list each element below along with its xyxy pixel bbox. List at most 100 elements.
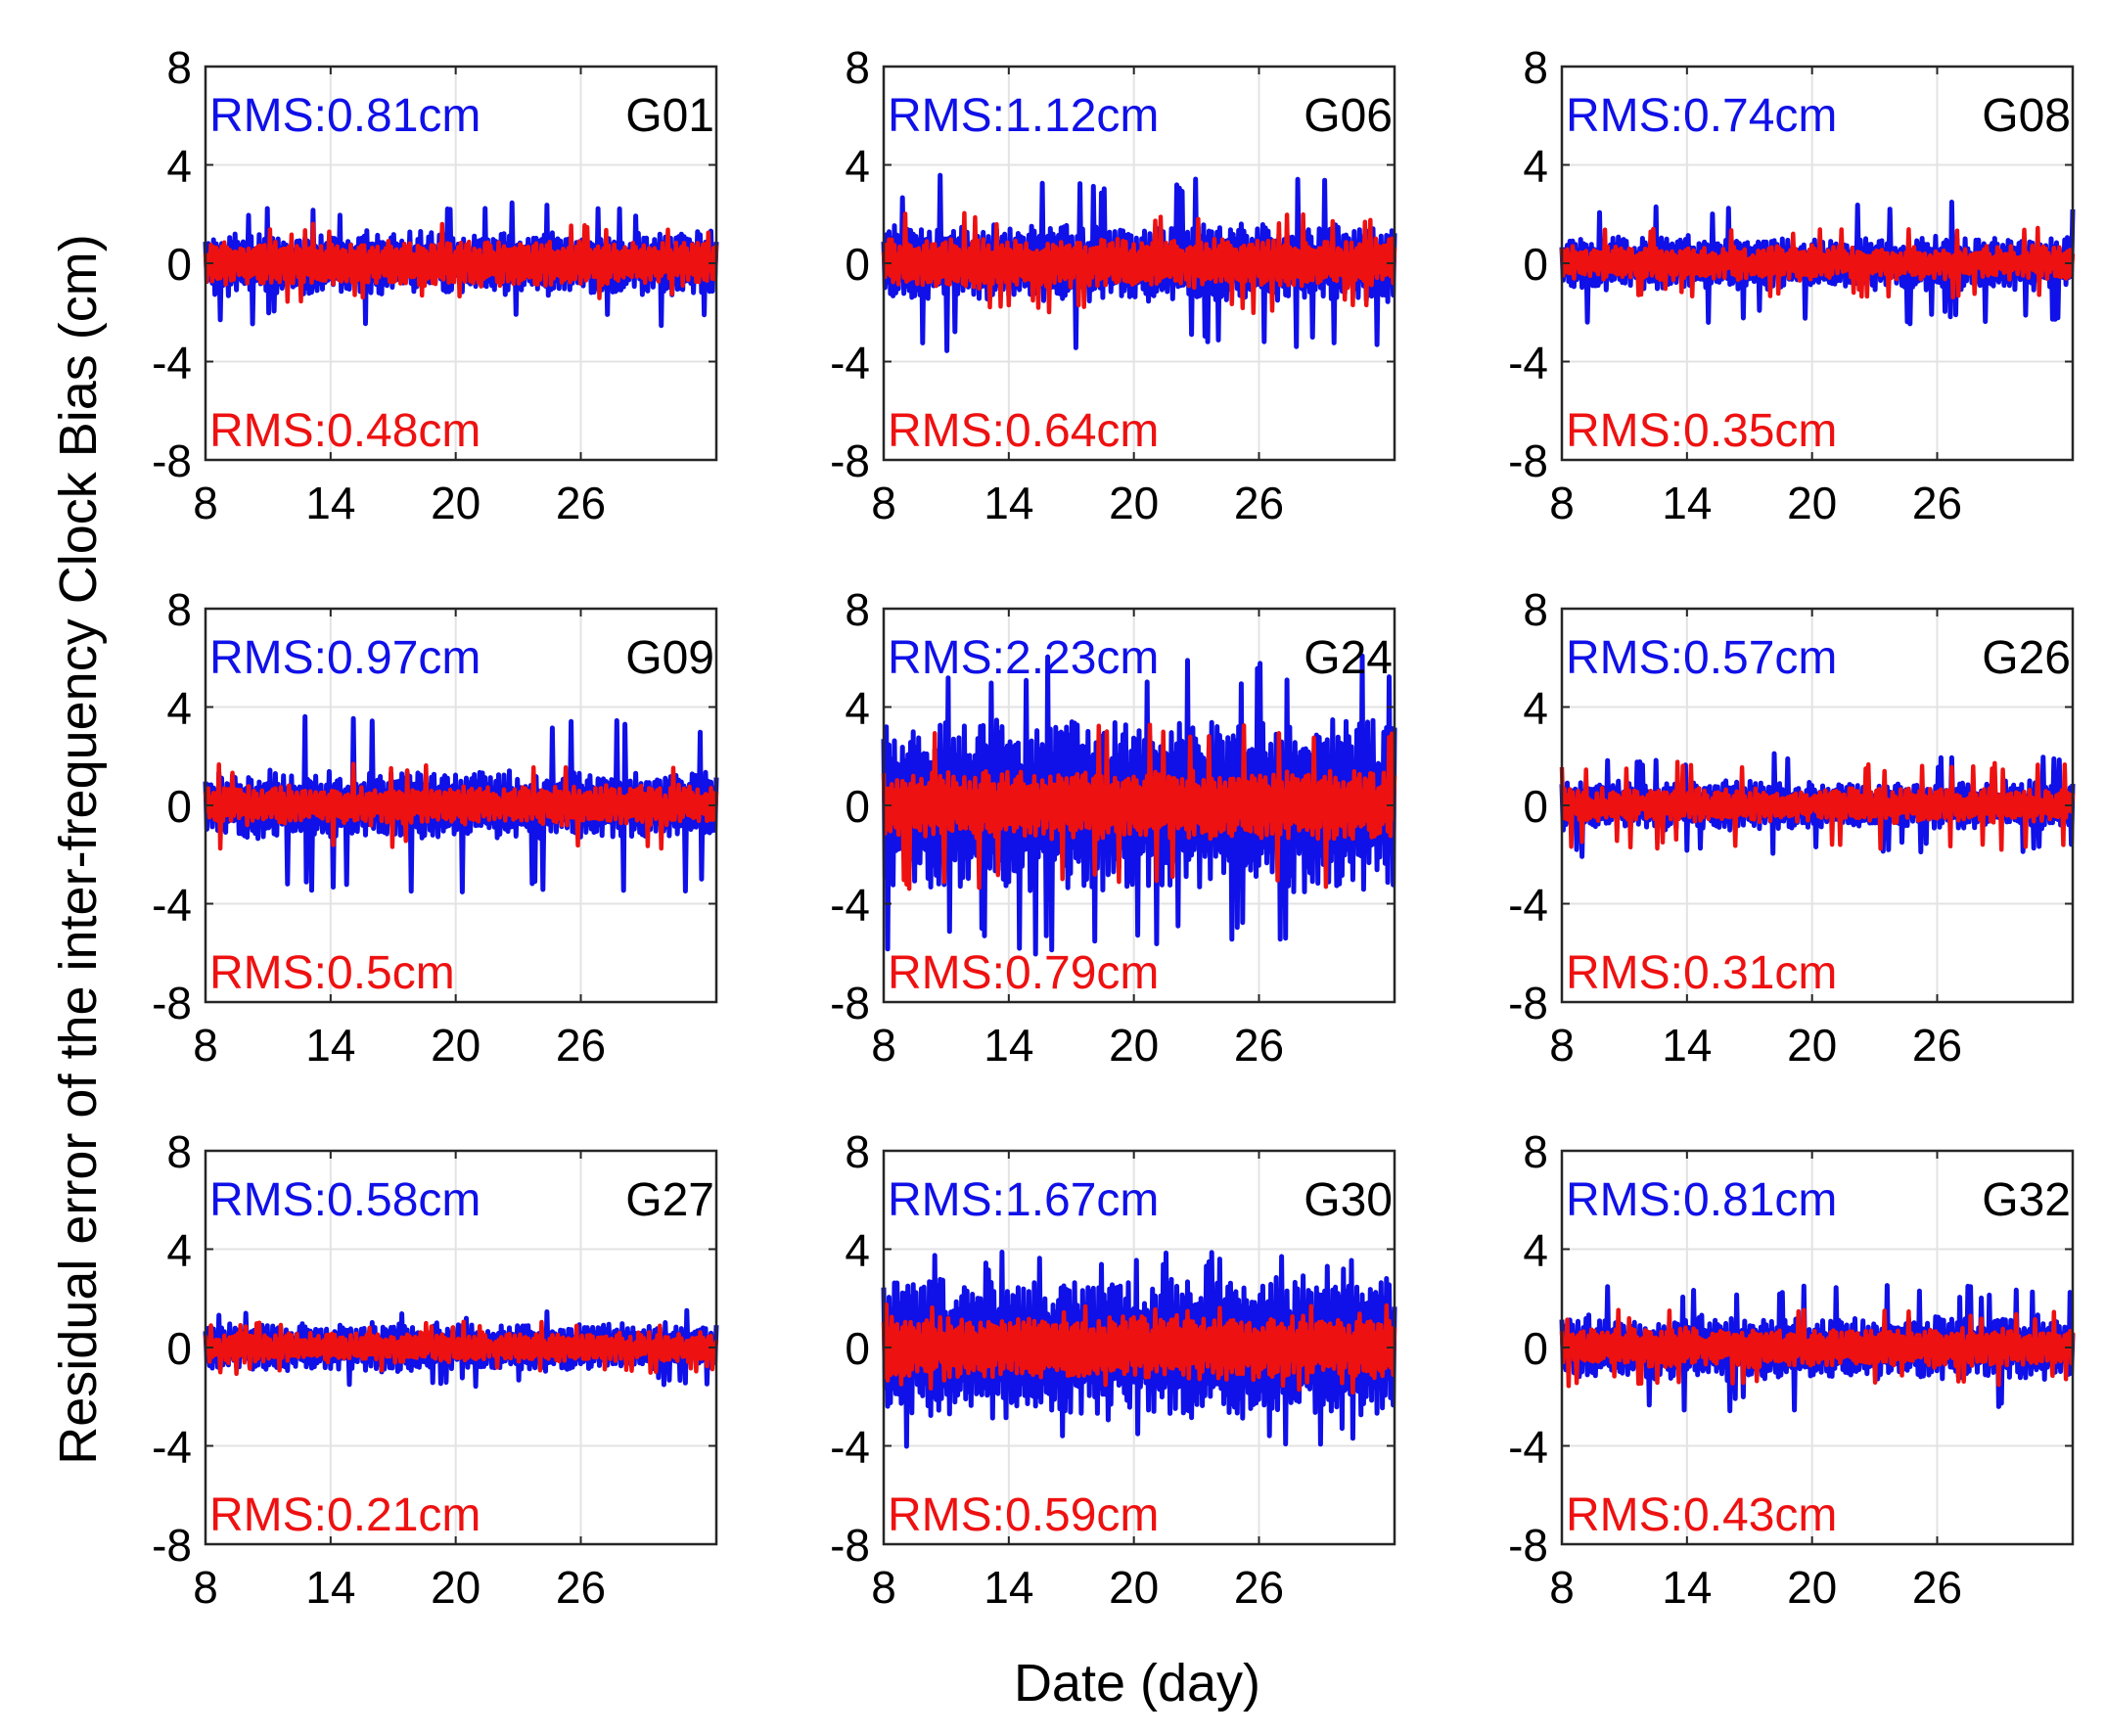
y-tick-label: 4	[845, 141, 870, 192]
x-tick-label: 8	[1549, 478, 1575, 528]
y-tick-label: -8	[830, 1520, 870, 1571]
rms-label-blue: RMS:0.81cm	[1566, 1174, 1837, 1226]
rms-label-blue: RMS:0.74cm	[1566, 90, 1837, 142]
panels: 840-4-88 14 20 26RMS:0.81cmRMS:0.48cmG01840…	[152, 42, 2076, 1613]
y-tick-label: 8	[1523, 1126, 1548, 1177]
y-tick-label: 0	[845, 781, 870, 832]
x-tick-label: 20	[1787, 478, 1837, 528]
x-tick-label: 26	[1912, 1562, 1962, 1613]
rms-label-blue: RMS:1.67cm	[888, 1174, 1159, 1226]
y-tick-label: 0	[845, 1323, 870, 1374]
y-tick-label: 4	[166, 141, 192, 192]
x-tick-label: 8	[871, 478, 896, 528]
y-tick-label: 4	[845, 683, 870, 734]
y-tick-label: -8	[1508, 1520, 1548, 1571]
y-tick-label: -8	[152, 435, 192, 486]
y-tick-label: 4	[845, 1225, 870, 1276]
satellite-label: G01	[625, 90, 714, 142]
y-tick-label: 4	[166, 683, 192, 734]
series-line-after	[203, 761, 719, 851]
x-tick-label: 26	[556, 1020, 606, 1071]
satellite-label: G06	[1304, 90, 1393, 142]
series-line-after	[203, 1319, 719, 1377]
y-tick-label: 8	[166, 42, 192, 93]
x-tick-label: 14	[984, 1562, 1033, 1613]
rms-label-red: RMS:0.5cm	[209, 947, 455, 999]
y-tick-label: -4	[830, 1422, 870, 1473]
y-tick-label: -4	[1508, 880, 1548, 931]
y-tick-label: -8	[152, 978, 192, 1028]
rms-label-red: RMS:0.43cm	[1566, 1489, 1837, 1541]
y-tick-label: 4	[1523, 683, 1548, 734]
x-tick-label: 14	[1662, 1020, 1712, 1071]
x-tick-label: 20	[1109, 1020, 1159, 1071]
x-tick-label: 8	[1549, 1562, 1575, 1613]
satellite-label: G32	[1982, 1174, 2071, 1226]
y-tick-label: -4	[1508, 338, 1548, 388]
x-tick-label: 20	[431, 1020, 480, 1071]
y-tick-label: 0	[166, 1323, 192, 1374]
y-tick-label: -4	[830, 880, 870, 931]
rms-label-red: RMS:0.21cm	[209, 1489, 480, 1541]
rms-label-red: RMS:0.59cm	[888, 1489, 1159, 1541]
satellite-label: G26	[1982, 632, 2071, 684]
satellite-label: G09	[625, 632, 714, 684]
y-tick-label: -4	[152, 338, 192, 388]
y-tick-label: 8	[845, 584, 870, 635]
x-tick-label: 26	[1912, 478, 1962, 528]
series-line-after	[1559, 759, 2076, 852]
x-tick-label: 20	[1109, 1562, 1159, 1613]
y-tick-label: -8	[1508, 435, 1548, 486]
series-line-after	[1559, 225, 2076, 300]
y-tick-label: 8	[1523, 584, 1548, 635]
x-axis-label: Date (day)	[1014, 1654, 1260, 1713]
x-tick-label: 14	[1662, 478, 1712, 528]
rms-label-blue: RMS:2.23cm	[888, 632, 1159, 684]
y-tick-label: 4	[1523, 1225, 1548, 1276]
x-tick-label: 20	[431, 478, 480, 528]
series-line-before	[881, 653, 1397, 957]
x-tick-label: 14	[305, 478, 355, 528]
x-tick-label: 14	[305, 1020, 355, 1071]
y-axis-label: Residual error of the inter-frequency Cl…	[49, 234, 108, 1464]
rms-label-red: RMS:0.48cm	[209, 405, 480, 457]
y-tick-label: 0	[166, 239, 192, 290]
x-tick-label: 8	[871, 1562, 896, 1613]
rms-label-red: RMS:0.31cm	[1566, 947, 1837, 999]
series-line-after	[881, 210, 1397, 315]
rms-label-blue: RMS:1.12cm	[888, 90, 1159, 142]
y-tick-label: 0	[845, 239, 870, 290]
rms-label-red: RMS:0.64cm	[888, 405, 1159, 457]
y-tick-label: 8	[166, 1126, 192, 1177]
x-tick-label: 14	[984, 1020, 1033, 1071]
y-tick-label: -8	[830, 435, 870, 486]
y-tick-label: -8	[1508, 978, 1548, 1028]
y-tick-label: 0	[166, 781, 192, 832]
x-tick-label: 26	[1234, 1020, 1284, 1071]
y-tick-label: -4	[152, 1422, 192, 1473]
x-tick-label: 20	[1787, 1020, 1837, 1071]
rms-label-red: RMS:0.35cm	[1566, 405, 1837, 457]
x-tick-label: 20	[431, 1562, 480, 1613]
x-tick-label: 26	[1234, 478, 1284, 528]
x-tick-label: 14	[305, 1562, 355, 1613]
x-tick-label: 26	[1234, 1562, 1284, 1613]
y-tick-label: 8	[1523, 42, 1548, 93]
x-tick-label: 26	[556, 478, 606, 528]
satellite-label: G24	[1304, 632, 1393, 684]
y-tick-label: 8	[845, 42, 870, 93]
satellite-label: G27	[625, 1174, 714, 1226]
rms-label-blue: RMS:0.57cm	[1566, 632, 1837, 684]
y-tick-label: 4	[166, 1225, 192, 1276]
y-tick-label: -8	[152, 1520, 192, 1571]
x-tick-label: 8	[871, 1020, 896, 1071]
x-tick-label: 20	[1787, 1562, 1837, 1613]
